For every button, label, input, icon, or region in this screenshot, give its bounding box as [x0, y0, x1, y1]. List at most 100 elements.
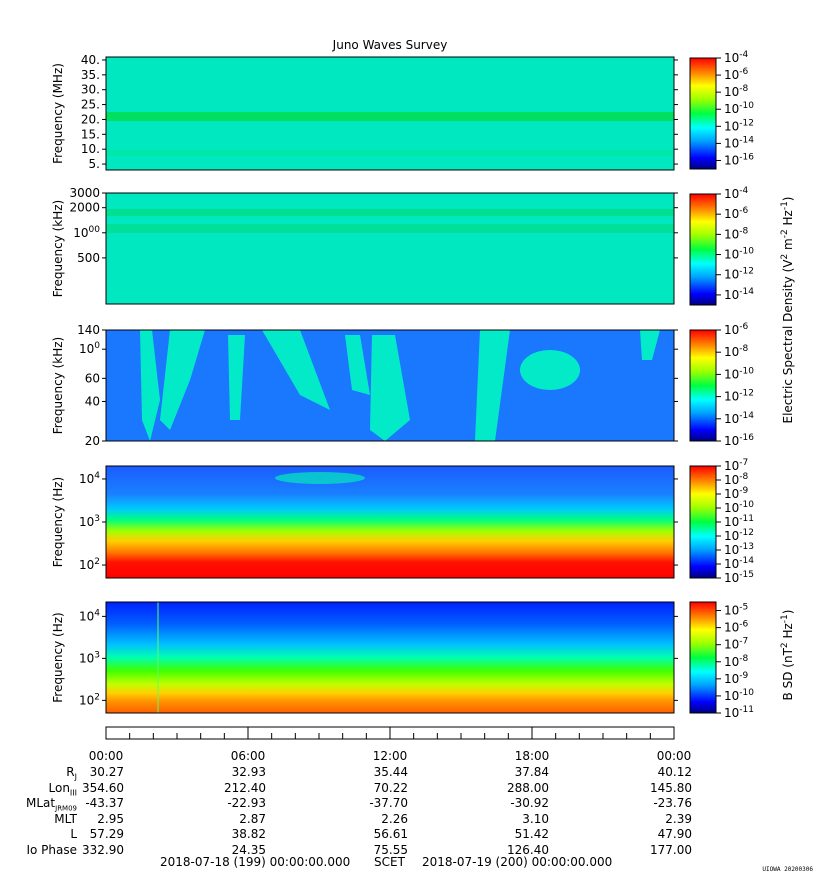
y-tick-label: 1000: [73, 225, 100, 240]
y-axis-label: Frequency (Hz): [51, 477, 65, 568]
colorbar-tick-label: 10-8: [724, 226, 749, 241]
colorbar-tick-label: 10-12: [724, 389, 754, 404]
panel-5-spectrogram: [105, 601, 675, 714]
y-axis-label: Frequency (kHz): [51, 200, 65, 297]
panel-4-background: [106, 466, 674, 578]
y-tick-label: 60: [85, 371, 100, 385]
colorbar-3: [689, 329, 717, 442]
y-axis-label: Frequency (kHz): [51, 337, 65, 434]
footer-end: 2018-07-19 (200) 00:00:00.000: [422, 855, 613, 869]
chart-title: Juno Waves Survey: [332, 38, 448, 52]
y-tick-label: 40: [85, 394, 100, 408]
panel-2-spectrogram: [105, 192, 675, 305]
colorbar-tick-label: 10-12: [724, 528, 754, 543]
colorbar-2: [689, 193, 717, 306]
panel-3-frame: [105, 329, 675, 442]
y-tick-label: 103: [79, 514, 100, 529]
colorbar-tick-label: 10-8: [724, 84, 749, 99]
colorbar-label-magnetic: B SD (nT2 Hz-1): [780, 610, 795, 701]
y-axis-labels: Frequency (MHz) Frequency (kHz) Frequency …: [51, 63, 65, 703]
panel-3-emissions: [140, 330, 660, 441]
y-tick-label: 103: [79, 650, 100, 665]
time-tick-label: 00:00: [89, 749, 124, 763]
emission: [345, 335, 370, 395]
colorbar-label-electric: Electric Spectral Density (V2 m-2 Hz-1): [780, 196, 795, 423]
colorbar-tick-label: 10-11: [724, 514, 754, 529]
panel-1-band: [106, 112, 674, 121]
colorbar-tick-label: 10-8: [724, 654, 749, 669]
y-tick-label: 5.: [89, 157, 100, 171]
time-tick-label: 06:00: [231, 749, 266, 763]
y-tick-label: 104: [79, 608, 100, 623]
colorbar-tick-label: 10-9: [724, 486, 749, 501]
colorbar-4: [689, 465, 717, 579]
panel-5-frame: [105, 601, 675, 714]
panel-4-emission: [275, 472, 365, 484]
stamp: UIOWA 20200306: [762, 866, 813, 873]
colorbar-tick-label: 10-10: [724, 500, 754, 515]
panel-5-background: [106, 602, 674, 713]
time-tick-label: 00:00: [657, 749, 692, 763]
y-axis-label: Frequency (MHz): [51, 63, 65, 164]
colorbars: [689, 57, 717, 714]
emission-blob: [520, 350, 580, 390]
y-tick-label: 25.: [81, 98, 100, 112]
panel-2-band-upper: [106, 209, 674, 216]
colorbar-tick-label: 10-7: [724, 458, 748, 473]
y-tick-label: 35.: [81, 68, 100, 82]
colorbar-tick-label: 10-12: [724, 118, 754, 133]
time-tick-label: 18:00: [515, 749, 550, 763]
colorbar-tick-label: 10-6: [724, 322, 749, 337]
colorbar-tick-label: 10-14: [724, 135, 754, 150]
colorbar-tick-label: 10-12: [724, 267, 754, 282]
emission: [475, 330, 510, 441]
emission: [160, 330, 205, 430]
colorbar-tick-label: 10-8: [724, 472, 749, 487]
y-tick-label: 102: [79, 692, 100, 707]
colorbar-tick-label: 10-14: [724, 556, 754, 571]
emission: [228, 335, 245, 420]
colorbar-tick-label: 10-11: [724, 705, 754, 720]
y-tick-label: 15.: [81, 127, 100, 141]
emission: [640, 330, 660, 360]
colorbar-5: [689, 601, 717, 714]
emission: [370, 335, 410, 441]
y-tick-label: 102: [79, 557, 100, 572]
colorbar-tick-label: 10-16: [724, 433, 754, 448]
y-tick-label: 2000: [69, 201, 100, 215]
y-tick-label: 140: [77, 323, 100, 337]
y-tick-label: 500: [77, 251, 100, 265]
colorbar-tick-label: 10-10: [724, 366, 754, 381]
y-axis-label: Frequency (Hz): [51, 612, 65, 703]
y-tick-label: 20.: [81, 112, 100, 126]
y-tick-label: 20: [85, 434, 100, 448]
y-tick-label: 104: [79, 471, 100, 486]
colorbar-tick-label: 10-10: [724, 101, 754, 116]
colorbar-tick-label: 10-14: [724, 411, 754, 426]
y-tick-label: 10.: [81, 142, 100, 156]
colorbar-tick-label: 10-9: [724, 671, 749, 686]
colorbar-tick-label: 10-6: [724, 67, 749, 82]
colorbar-tick-label: 10-10: [724, 247, 754, 262]
footer-start: 2018-07-18 (199) 00:00:00.000: [160, 855, 351, 869]
colorbar-tick-label: 10-6: [724, 206, 749, 221]
y-tick-label: 100: [79, 341, 100, 356]
colorbar-tick-label: 10-5: [724, 603, 748, 618]
colorbar-tick-label: 10-13: [724, 542, 754, 557]
y-tick-label: 3000: [69, 186, 100, 200]
panel-3-spectrogram: [105, 329, 675, 442]
colorbar-tick-label: 10-4: [724, 186, 749, 201]
colorbar-ticks: 10-4 10-6 10-8 10-10 10-12 10-14 10-16 10-4 10-6…: [716, 50, 754, 720]
time-tick-label: 12:00: [373, 749, 408, 763]
colorbar-tick-label: 10-10: [724, 688, 754, 703]
colorbar-tick-label: 10-7: [724, 637, 748, 652]
panel-1-frame: [105, 56, 675, 171]
colorbar-tick-label: 10-6: [724, 620, 749, 635]
panel-1-lowband: [106, 150, 674, 156]
panel-1-spectrogram: [105, 56, 675, 171]
panel-2-band-lower: [106, 224, 674, 233]
colorbar-tick-label: 10-4: [724, 50, 749, 65]
y-tick-label: 30.: [81, 83, 100, 97]
panel-4-spectrogram: [105, 465, 675, 579]
